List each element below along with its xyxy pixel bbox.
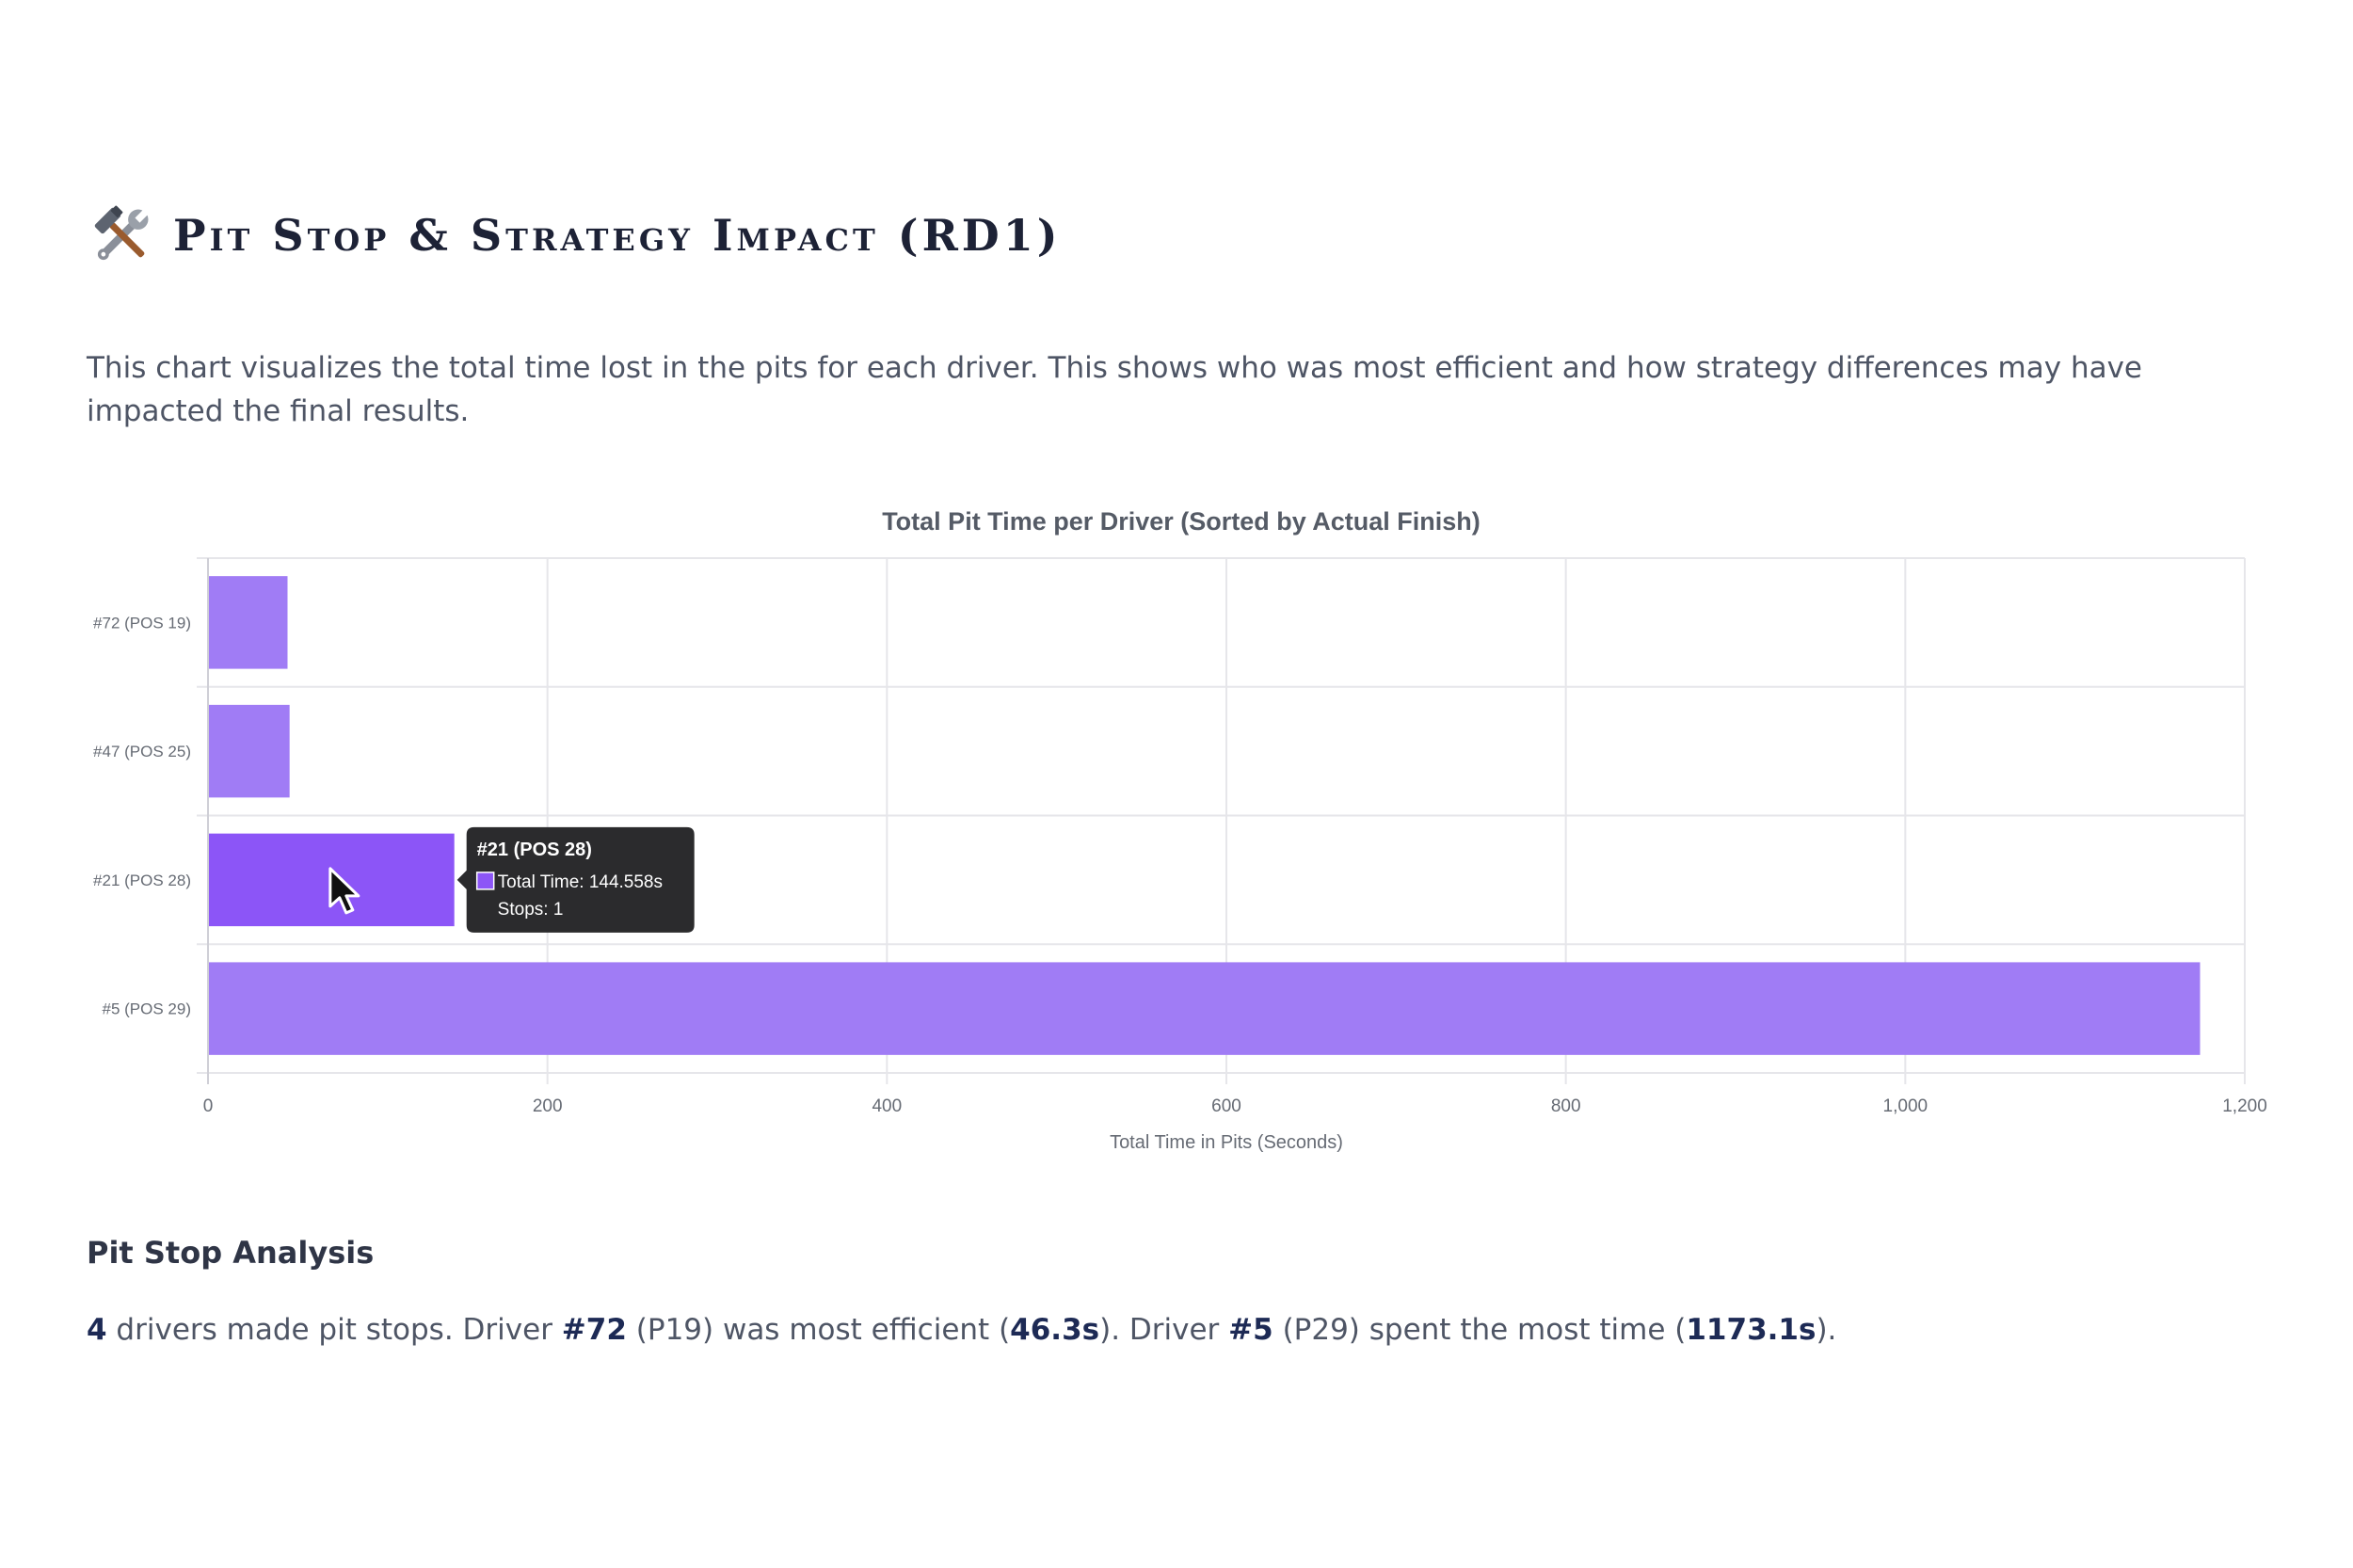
analysis-heading: Pit Stop Analysis	[87, 1235, 375, 1271]
analysis-summary: 4 drivers made pit stops. Driver #72 (P1…	[87, 1313, 1837, 1347]
tooltip-background	[456, 826, 695, 933]
x-tick-label: 200	[533, 1096, 563, 1116]
tooltip-title: #21 (POS 28)	[477, 840, 592, 860]
pit-time-chart-svg: Total Pit Time per Driver (Sorted by Act…	[93, 507, 2267, 1153]
section-header: Pit Stop & Strategy Impact (RD1)	[87, 193, 2280, 278]
bar[interactable]	[209, 704, 290, 798]
x-tick-label: 600	[1211, 1096, 1241, 1116]
x-tick-label: 0	[203, 1096, 214, 1116]
x-axis-ticks: 0 200 400 600 800 1,000 1,200	[203, 1096, 2267, 1116]
hammer-and-wrench-icon	[94, 205, 149, 261]
tooltip-total-time: Total Time: 144.558s	[498, 872, 663, 892]
y-axis-labels: #72 (POS 19) #47 (POS 25) #21 (POS 28) #5 (…	[93, 614, 191, 1017]
worst-driver: #5	[1228, 1313, 1273, 1347]
bar[interactable]	[209, 962, 2201, 1055]
y-tick-label: #5 (POS 29)	[103, 1000, 192, 1018]
best-time: 46.3s	[1010, 1313, 1100, 1347]
y-tick-label: #47 (POS 25)	[93, 743, 191, 760]
tooltip-stops: Stops: 1	[498, 900, 564, 920]
bar[interactable]	[209, 576, 288, 669]
worst-time: 1173.1s	[1686, 1313, 1817, 1347]
chart-tooltip: #21 (POS 28) Total Time: 144.558s Stops:…	[456, 826, 695, 933]
driver-count: 4	[87, 1313, 107, 1347]
x-tick-label: 400	[872, 1096, 902, 1116]
chart-title: Total Pit Time per Driver (Sorted by Act…	[882, 507, 1481, 536]
mouse-cursor-icon	[328, 867, 360, 915]
best-driver: #72	[561, 1313, 627, 1347]
x-axis-title: Total Time in Pits (Seconds)	[1110, 1132, 1343, 1153]
x-tick-label: 800	[1551, 1096, 1581, 1116]
y-tick-label: #72 (POS 19)	[93, 614, 191, 632]
y-tick-label: #21 (POS 28)	[93, 872, 191, 889]
x-tick-label: 1,200	[2222, 1096, 2267, 1116]
pit-stop-section: Pit Stop & Strategy Impact (RD1)	[87, 193, 2280, 278]
section-title: Pit Stop & Strategy Impact (RD1)	[173, 210, 1062, 261]
tooltip-color-swatch	[475, 872, 495, 890]
x-tick-label: 1,000	[1883, 1096, 1929, 1116]
section-description: This chart visualizes the total time los…	[87, 351, 2143, 428]
pit-time-chart: Total Pit Time per Driver (Sorted by Act…	[75, 499, 2297, 1176]
